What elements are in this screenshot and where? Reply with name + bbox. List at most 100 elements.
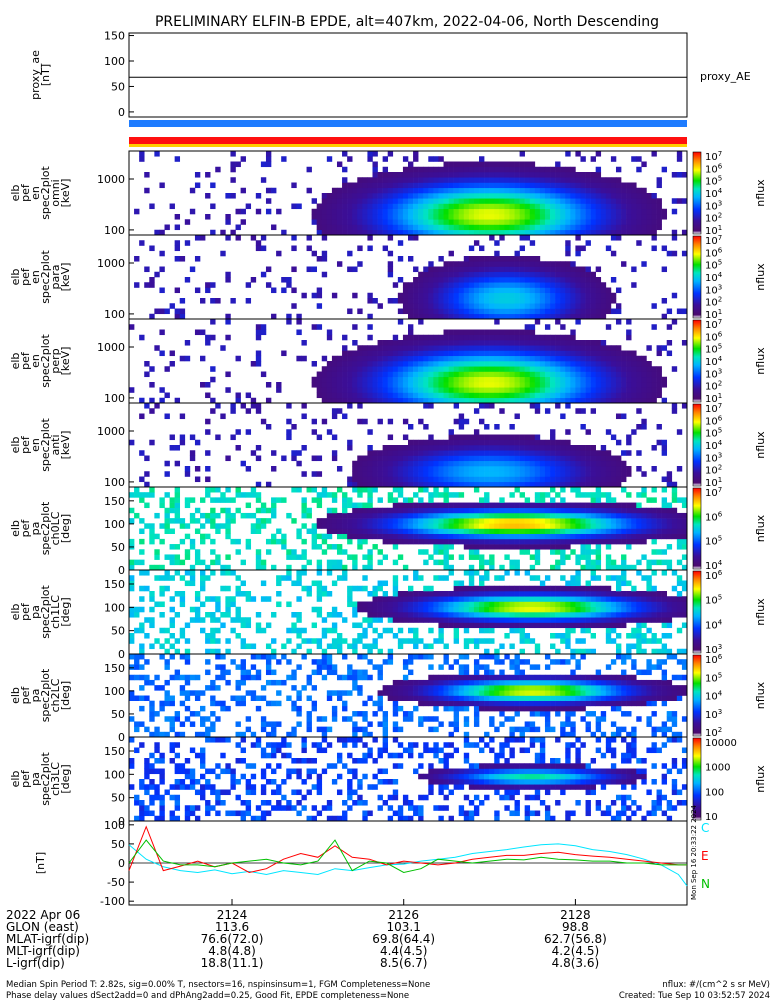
ytick-label: 1000: [97, 341, 125, 354]
panel-6-ylabel: elbpefpaspec2plotch1LC[deg]: [9, 585, 72, 639]
ytick-label: 150: [104, 30, 125, 43]
panel-0-ylabel: proxy_ae[nT]: [29, 50, 52, 100]
colorbar-tick-label: 101: [705, 392, 722, 405]
panel-5-ylabel: elbpefpaspec2plotch0LC[deg]: [9, 501, 72, 555]
legend-C: C: [701, 821, 709, 835]
colorbar: [692, 737, 702, 821]
colorbar-tick-label: 101: [705, 308, 722, 321]
colorbar-tick-label: 100: [705, 787, 724, 798]
fgm-status-bar: [129, 120, 687, 127]
colorbar-tick-label: 104: [705, 618, 723, 631]
ephem-row-value: 4.4(4.5): [380, 944, 428, 958]
colorbar-tick-label: 107: [705, 318, 722, 331]
colorbar-tick-label: 104: [705, 439, 723, 452]
panel-9: -100 -50 0 50 100 CEN: [100, 819, 710, 908]
ytick-label: 50: [111, 838, 125, 851]
colorbar-tick-label: 105: [705, 343, 722, 356]
status-bars: [129, 120, 687, 147]
colorbar-tick-label: 107: [705, 150, 722, 163]
ytick-label: 150: [104, 745, 125, 758]
colorbar-tick-label: 106: [705, 330, 723, 343]
ephem-row-label: MLT-igrf(dip): [6, 944, 80, 958]
footer-line-2-left: Phase delay values dSect2add=0 and dPhAn…: [6, 991, 409, 1000]
colorbar-tick-label: 103: [705, 283, 722, 296]
colorbar-tick-label: 105: [705, 535, 722, 548]
colorbar-tick-label: 105: [705, 594, 722, 607]
ytick-label: 100: [104, 685, 125, 698]
ephem-row-label: GLON (east): [6, 920, 79, 934]
colorbar-label: nflux: [754, 431, 767, 459]
colorbar-tick-label: 102: [705, 296, 722, 309]
ephem-row-value: 113.6: [215, 920, 249, 934]
ytick-label: 1000: [97, 257, 125, 270]
colorbar-tick-label: 101: [705, 224, 722, 237]
ytick-label: -50: [107, 876, 125, 889]
ephem-row-label: 2022 Apr 06: [6, 908, 80, 922]
panel-8-ylabel: elbpefpaspec2plotch3LC[deg]: [9, 752, 72, 806]
panel-8: 0 50 100 150 10 100 1000 10000 nflux: [104, 736, 767, 828]
colorbar: [692, 487, 702, 570]
ephem-row-value: 4.8(4.8): [208, 944, 256, 958]
ephem-row-value: 4.8(3.6): [552, 956, 600, 970]
ytick-label: 150: [104, 578, 125, 591]
colorbar-tick-label: 102: [705, 464, 722, 477]
colorbar-tick-label: 102: [705, 726, 722, 739]
ytick-label: 100: [104, 308, 125, 321]
colorbar-tick-label: 105: [705, 671, 722, 684]
panel-0: 0 50 100 150 proxy_AE: [104, 30, 751, 119]
colorbar-tick-label: 103: [705, 367, 722, 380]
ytick-label: 0: [118, 731, 125, 744]
side-stamp: Mon Sep 16 20:33:22 2024: [690, 804, 698, 900]
colorbar-tick-label: 102: [705, 212, 722, 225]
series-C-line: [128, 843, 688, 887]
series-E-line: [128, 825, 687, 874]
ytick-label: 100: [104, 55, 125, 68]
colorbar-tick-label: 104: [705, 187, 723, 200]
ephem-row-label: MLAT-igrf(dip): [6, 932, 89, 946]
colorbar-label: nflux: [754, 347, 767, 375]
ytick-label: 100: [104, 601, 125, 614]
ytick-label: 50: [111, 625, 125, 638]
panel-3-ylabel: elbpefenspec2plotperp[keV]: [9, 334, 72, 388]
legend-N: N: [701, 877, 710, 891]
colorbar-tick-label: 107: [705, 402, 722, 415]
ephem-row-value: 4.2(4.5): [552, 944, 600, 958]
ytick-label: 100: [104, 392, 125, 405]
ytick-label: 100: [104, 819, 125, 832]
x-axis-annotations: 2022 Apr 06 2124 2126 2128 GLON (east) 113.6 1…: [6, 899, 607, 970]
ephem-row-value: 2126: [388, 908, 419, 922]
panel-4-ylabel: elbpefenspec2plotanti[keV]: [9, 418, 72, 472]
colorbar: [692, 319, 702, 403]
colorbar-tick-label: 107: [705, 486, 722, 499]
legend-proxy-ae: proxy_AE: [700, 70, 751, 83]
colorbar-label: nflux: [754, 179, 767, 207]
ytick-label: 1000: [97, 173, 125, 186]
colorbar-tick-label: 104: [705, 271, 723, 284]
ephem-row-label: L-igrf(dip): [6, 956, 65, 970]
ephem-row-value: 76.6(72.0): [201, 932, 264, 946]
panel-9-ylabel: [nT]: [34, 852, 47, 874]
footer-line-2-right: Created: Tue Sep 10 03:52:57 2024: [619, 991, 770, 1000]
colorbar-tick-label: 103: [705, 199, 722, 212]
colorbar-tick-label: 106: [705, 510, 723, 523]
ytick-label: 150: [104, 662, 125, 675]
epd-status-bar: [129, 137, 687, 144]
colorbar-tick-label: 105: [705, 427, 722, 440]
epd-status-bar-yellow: [129, 144, 687, 147]
ephem-row-value: 69.8(64.4): [372, 932, 435, 946]
footer-line-1-left: Median Spin Period T: 2.82s, sig=0.00% T…: [6, 980, 430, 990]
colorbar-label: nflux: [754, 765, 767, 793]
panel-7-ylabel: elbpefpaspec2plotch2LC[deg]: [9, 668, 72, 722]
colorbar-label: nflux: [754, 598, 767, 626]
colorbar-tick-label: 106: [705, 246, 723, 259]
ytick-label: 50: [111, 541, 125, 554]
panel-1-ylabel: elbpefenspec2plotomni[keV]: [9, 166, 72, 220]
ytick-label: 50: [111, 80, 125, 93]
colorbar-tick-label: 1000: [705, 763, 730, 774]
colorbar-tick-label: 106: [705, 569, 723, 582]
colorbar-tick-label: 106: [705, 414, 723, 427]
ytick-label: 0: [118, 106, 125, 119]
colorbar: [692, 654, 702, 737]
